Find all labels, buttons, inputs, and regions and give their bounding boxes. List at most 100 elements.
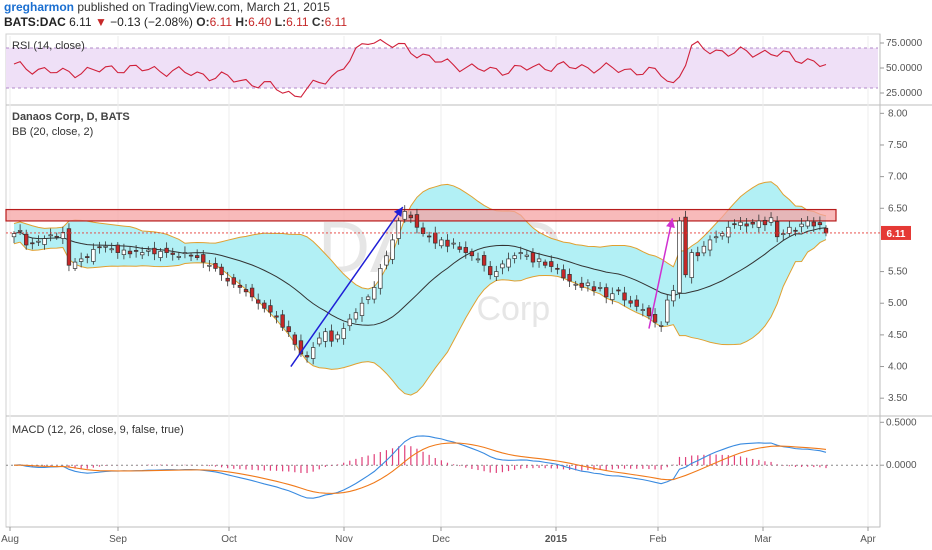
price-tick-label: 4.00 — [888, 362, 908, 373]
candle-down — [817, 222, 823, 226]
candle-up — [756, 220, 762, 228]
candle-up — [597, 287, 603, 289]
candle-up — [60, 231, 66, 239]
candle-up — [707, 239, 713, 251]
candle-down — [66, 228, 72, 266]
candle-up — [787, 226, 792, 234]
candle-up — [494, 271, 499, 277]
candle-up — [475, 258, 481, 261]
candle-up — [518, 252, 523, 254]
candle-down — [445, 239, 450, 247]
candle-down — [750, 221, 755, 225]
candle-down — [744, 223, 749, 227]
price-tick-label: 7.00 — [888, 172, 908, 183]
candle-up — [805, 220, 810, 227]
price-pane-title: Danaos Corp, D, BATS — [12, 111, 130, 123]
candle-down — [561, 269, 566, 279]
time-tick-label: Feb — [649, 534, 667, 545]
symbol-line: BATS:DAC 6.11 ▼ −0.13 (−2.08%) O:6.11 H:… — [4, 15, 347, 29]
candle-down — [188, 254, 194, 257]
bb-upper-band — [13, 181, 827, 290]
candle-down — [426, 235, 432, 238]
candle-up — [640, 309, 646, 311]
trend-arrow-2 — [648, 218, 675, 329]
candle-up — [451, 242, 456, 245]
bb-title: BB (20, close, 2) — [12, 126, 94, 138]
candle-down — [457, 246, 462, 250]
price-tick-label: 5.50 — [888, 267, 908, 278]
candle-up — [78, 258, 84, 262]
candle-up — [91, 249, 96, 262]
candle-up — [701, 245, 707, 254]
candle-down — [542, 261, 548, 266]
publish-line: gregharmon published on TradingView.com,… — [4, 0, 330, 14]
candle-down — [54, 235, 59, 238]
candle-down — [634, 299, 639, 307]
candle-down — [732, 223, 737, 226]
candle-up — [176, 256, 182, 258]
candle-up — [36, 240, 41, 243]
trend-arrow-1 — [290, 206, 404, 367]
rsi-title: RSI (14, close) — [12, 40, 85, 52]
candle-down — [622, 292, 627, 301]
candle-up — [671, 290, 676, 302]
candle-up — [524, 254, 530, 257]
candle-up — [372, 287, 377, 300]
candle-down — [280, 314, 285, 328]
candle-up — [353, 312, 359, 320]
price-tick-label: 5.00 — [888, 298, 908, 309]
candle-up — [207, 264, 212, 267]
price-tick-label: 6.50 — [888, 203, 908, 214]
candle-up — [310, 347, 316, 359]
candle-down — [604, 287, 609, 298]
candle-down — [201, 254, 206, 263]
rsi-tick-label: 50.0000 — [886, 63, 923, 74]
time-tick-label: Nov — [335, 534, 353, 545]
candle-up — [182, 252, 188, 254]
candle-down — [683, 216, 688, 276]
last-price-tag-label: 6.11 — [887, 229, 906, 240]
candle-down — [420, 227, 426, 234]
candle-down — [243, 289, 249, 293]
low-label: L: — [274, 15, 287, 29]
candle-down — [616, 289, 621, 292]
candle-up — [103, 245, 108, 248]
candle-up — [439, 239, 444, 247]
author-link[interactable]: gregharmon — [4, 0, 75, 14]
candle-down — [567, 274, 572, 282]
candle-up — [323, 331, 328, 342]
macd-tick-label: 0.5000 — [886, 417, 917, 428]
candle-down — [695, 252, 700, 257]
candle-down — [237, 284, 243, 288]
candle-down — [127, 250, 133, 255]
time-tick-label: Oct — [221, 534, 237, 545]
candle-down — [823, 227, 829, 234]
candle-up — [347, 318, 352, 327]
candle-down — [591, 286, 597, 291]
time-tick-label: Dec — [432, 534, 450, 545]
candle-down — [85, 256, 90, 259]
candle-down — [249, 287, 255, 298]
candle-down — [194, 255, 200, 259]
candle-up — [384, 255, 389, 266]
candle-down — [774, 221, 780, 238]
macd-title: MACD (12, 26, close, 9, false, true) — [12, 424, 184, 436]
resistance-zone — [5, 208, 837, 222]
candle-down — [646, 307, 652, 317]
candle-down — [256, 299, 261, 304]
candle-up — [585, 282, 591, 286]
candle-down — [304, 355, 310, 358]
candle-up — [390, 239, 395, 260]
candle-up — [365, 296, 371, 300]
candle-down — [463, 247, 468, 253]
candle-up — [536, 258, 542, 262]
candle-down — [274, 315, 279, 318]
candle-down — [152, 247, 157, 255]
change-value: −0.13 (−2.08%) — [110, 15, 193, 29]
time-tick-label: Apr — [860, 534, 876, 545]
low-value: 6.11 — [286, 15, 309, 29]
symbol-label: BATS:DAC — [4, 15, 66, 29]
candle-up — [799, 223, 804, 228]
